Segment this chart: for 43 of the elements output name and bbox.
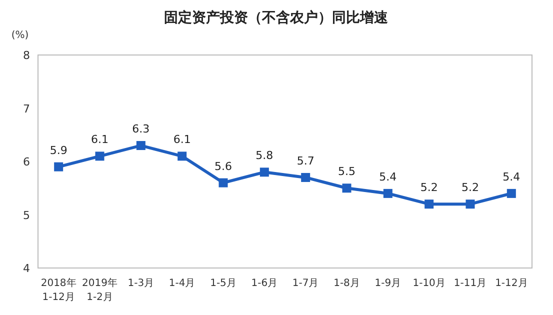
data-label: 5.4 <box>379 170 397 184</box>
point <box>218 178 228 188</box>
x-tick-label: 2018年 1-12月 <box>40 277 76 303</box>
y-tick-label: 8 <box>23 49 30 62</box>
x-tick-label: 1-9月 <box>374 278 402 289</box>
point <box>54 162 64 172</box>
point <box>95 152 104 161</box>
x-tick-label: 1-12月 <box>495 278 528 289</box>
data-label: 6.1 <box>173 133 191 146</box>
x-tick-label: 1-3月 <box>128 278 154 289</box>
x-tick-label: 1-7月 <box>292 278 319 289</box>
data-label: 5.6 <box>214 160 232 173</box>
y-tick-label: 6 <box>23 156 30 168</box>
point <box>178 152 187 161</box>
chart-title: 固定资产投资（不含农户）同比增速 <box>164 9 389 26</box>
point <box>342 184 352 193</box>
data-label: 5.4 <box>502 170 520 184</box>
point <box>506 188 516 198</box>
data-label: 5.7 <box>296 154 314 168</box>
data-label: 5.5 <box>338 165 356 178</box>
point <box>466 200 475 209</box>
point <box>136 141 146 150</box>
data-label: 5.2 <box>420 181 438 194</box>
y-tick-label: 7 <box>23 102 30 116</box>
data-label: 5.9 <box>50 144 68 157</box>
data-label: 5.8 <box>256 149 274 162</box>
x-tick-label: 1-10月 <box>412 278 446 289</box>
x-tick-label: 1-5月 <box>210 278 236 289</box>
x-tick-label: 2019年 1-2月 <box>82 277 118 303</box>
y-tick-label: 4 <box>23 262 30 275</box>
x-tick-label: 1-4月 <box>168 278 196 289</box>
point <box>424 200 434 209</box>
point <box>383 188 392 198</box>
data-label: 5.2 <box>462 181 479 194</box>
x-tick-label: 1-6月 <box>251 278 278 289</box>
point <box>260 168 269 177</box>
y-axis-title: (%) <box>11 30 29 41</box>
x-tick-label: 1-8月 <box>334 278 360 289</box>
point <box>301 172 310 182</box>
x-tick-label: 1-11月 <box>454 278 487 289</box>
data-label: 6.3 <box>132 122 150 136</box>
data-label: 6.1 <box>91 133 108 146</box>
y-tick-label: 5 <box>23 208 30 222</box>
